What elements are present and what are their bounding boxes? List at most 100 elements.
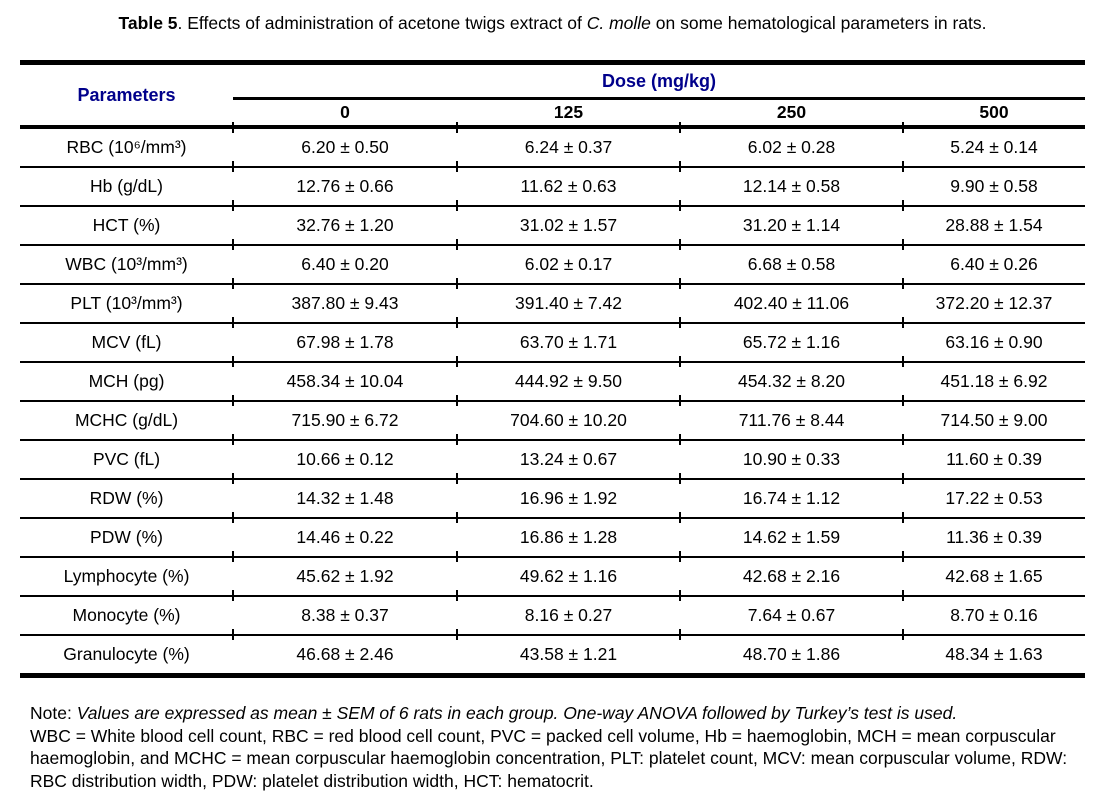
value-cell: 711.76 ± 8.44 [679, 394, 903, 441]
value-cell: 28.88 ± 1.54 [901, 199, 1086, 246]
value-cell: 48.70 ± 1.86 [679, 628, 903, 677]
value-cell: 67.98 ± 1.78 [232, 316, 457, 363]
dose-level-250: 250 [680, 98, 903, 129]
value-cell: 16.86 ± 1.28 [456, 511, 680, 558]
value-cell: 48.34 ± 1.63 [901, 628, 1086, 677]
value-cell: 9.90 ± 0.58 [901, 160, 1086, 207]
param-cell: HCT (%) [20, 206, 233, 246]
value-cell: 11.36 ± 0.39 [901, 511, 1086, 558]
table-row: RDW (%) 14.32 ± 1.48 16.96 ± 1.92 16.74 ± 1… [20, 472, 1086, 519]
value-cell: 49.62 ± 1.16 [456, 550, 680, 597]
param-cell: Monocyte (%) [20, 596, 233, 636]
value-cell: 6.40 ± 0.20 [232, 238, 457, 285]
param-cell: MCV (fL) [20, 323, 233, 363]
value-cell: 31.20 ± 1.14 [679, 199, 903, 246]
note-prefix: Note: [30, 703, 77, 723]
table-caption-tail: on some hematological parameters in rats… [650, 13, 987, 33]
table-caption: Table 5. Effects of administration of ac… [20, 13, 1085, 34]
value-cell: 42.68 ± 2.16 [679, 550, 903, 597]
table-row: PLT (10³/mm³) 387.80 ± 9.43 391.40 ± 7.42 4… [20, 277, 1086, 324]
value-cell: 402.40 ± 11.06 [679, 277, 903, 324]
value-cell: 12.14 ± 0.58 [679, 160, 903, 207]
table-row: PDW (%) 14.46 ± 0.22 16.86 ± 1.28 14.62 ± 1… [20, 511, 1086, 558]
note-abbreviations: WBC = White blood cell count, RBC = red … [30, 725, 1068, 791]
value-cell: 45.62 ± 1.92 [232, 550, 457, 597]
value-cell: 715.90 ± 6.72 [232, 394, 457, 441]
value-cell: 14.46 ± 0.22 [232, 511, 457, 558]
value-cell: 6.20 ± 0.50 [232, 120, 457, 168]
value-cell: 46.68 ± 2.46 [232, 628, 457, 677]
table-note: Note: Values are expressed as mean ± SEM… [30, 702, 1075, 792]
param-cell: Granulocyte (%) [20, 635, 233, 677]
value-cell: 451.18 ± 6.92 [901, 355, 1086, 402]
value-cell: 17.22 ± 0.53 [901, 472, 1086, 519]
table-row: MCH (pg) 458.34 ± 10.04 444.92 ± 9.50 454.3… [20, 355, 1086, 402]
value-cell: 16.74 ± 1.12 [679, 472, 903, 519]
value-cell: 391.40 ± 7.42 [456, 277, 680, 324]
value-cell: 16.96 ± 1.92 [456, 472, 680, 519]
value-cell: 6.24 ± 0.37 [456, 120, 680, 168]
value-cell: 6.02 ± 0.17 [456, 238, 680, 285]
table-row: MCHC (g/dL) 715.90 ± 6.72 704.60 ± 10.20 71… [20, 394, 1086, 441]
value-cell: 14.32 ± 1.48 [232, 472, 457, 519]
param-cell: PDW (%) [20, 518, 233, 558]
table-caption-text: . Effects of administration of acetone t… [177, 13, 587, 33]
value-cell: 8.16 ± 0.27 [456, 589, 680, 636]
table-row: PVC (fL) 10.66 ± 0.12 13.24 ± 0.67 10.90 ± … [20, 433, 1086, 480]
value-cell: 14.62 ± 1.59 [679, 511, 903, 558]
dose-level-row: 0 125 250 500 [20, 98, 1086, 129]
table-row: Lymphocyte (%) 45.62 ± 1.92 49.62 ± 1.16 42… [20, 550, 1086, 597]
value-cell: 63.70 ± 1.71 [456, 316, 680, 363]
value-cell: 11.62 ± 0.63 [456, 160, 680, 207]
table-header: Parameters Dose (mg/kg) 0 125 250 500 [20, 62, 1086, 129]
value-cell: 42.68 ± 1.65 [901, 550, 1086, 597]
value-cell: 454.32 ± 8.20 [679, 355, 903, 402]
param-cell: PLT (10³/mm³) [20, 284, 233, 324]
value-cell: 458.34 ± 10.04 [232, 355, 457, 402]
param-cell: MCHC (g/dL) [20, 401, 233, 441]
value-cell: 372.20 ± 12.37 [901, 277, 1086, 324]
value-cell: 32.76 ± 1.20 [232, 199, 457, 246]
value-cell: 714.50 ± 9.00 [901, 394, 1086, 441]
value-cell: 10.90 ± 0.33 [679, 433, 903, 480]
value-cell: 444.92 ± 9.50 [456, 355, 680, 402]
dose-level-500: 500 [903, 98, 1086, 129]
table-caption-label: Table 5 [118, 13, 178, 33]
value-cell: 8.38 ± 0.37 [232, 589, 457, 636]
table-row: Hb (g/dL) 12.76 ± 0.66 11.62 ± 0.63 12.14 ±… [20, 160, 1086, 207]
value-cell: 8.70 ± 0.16 [901, 589, 1086, 636]
dose-header: Dose (mg/kg) [233, 62, 1086, 100]
dose-level-125: 125 [457, 98, 680, 129]
value-cell: 704.60 ± 10.20 [456, 394, 680, 441]
dose-level-0: 0 [233, 98, 457, 129]
param-cell: MCH (pg) [20, 362, 233, 402]
table-caption-species: C. molle [586, 13, 651, 33]
value-cell: 6.68 ± 0.58 [679, 238, 903, 285]
value-cell: 10.66 ± 0.12 [232, 433, 457, 480]
table-row: Monocyte (%) 8.38 ± 0.37 8.16 ± 0.27 7.64 ±… [20, 589, 1086, 636]
hematology-table: Parameters Dose (mg/kg) 0 125 250 500 RBC (… [20, 60, 1086, 678]
parameters-header: Parameters [20, 62, 233, 129]
param-cell: Lymphocyte (%) [20, 557, 233, 597]
param-cell: RDW (%) [20, 479, 233, 519]
table-row: HCT (%) 32.76 ± 1.20 31.02 ± 1.57 31.20 ± 1… [20, 199, 1086, 246]
table-row: MCV (fL) 67.98 ± 1.78 63.70 ± 1.71 65.72 ± … [20, 316, 1086, 363]
table-row: RBC (10⁶/mm³) 6.20 ± 0.50 6.24 ± 0.37 6.02 … [20, 120, 1086, 168]
value-cell: 6.40 ± 0.26 [901, 238, 1086, 285]
value-cell: 7.64 ± 0.67 [679, 589, 903, 636]
value-cell: 63.16 ± 0.90 [901, 316, 1086, 363]
value-cell: 5.24 ± 0.14 [901, 120, 1086, 168]
note-statistics: Values are expressed as mean ± SEM of 6 … [76, 703, 958, 723]
param-cell: Hb (g/dL) [20, 167, 233, 207]
value-cell: 31.02 ± 1.57 [456, 199, 680, 246]
value-cell: 43.58 ± 1.21 [456, 628, 680, 677]
value-cell: 13.24 ± 0.67 [456, 433, 680, 480]
table-body: RBC (10⁶/mm³) 6.20 ± 0.50 6.24 ± 0.37 6.02 … [20, 120, 1086, 677]
table-row: Granulocyte (%) 46.68 ± 2.46 43.58 ± 1.21 4… [20, 628, 1086, 677]
table-row: WBC (10³/mm³) 6.40 ± 0.20 6.02 ± 0.17 6.68 … [20, 238, 1086, 285]
value-cell: 6.02 ± 0.28 [679, 120, 903, 168]
value-cell: 387.80 ± 9.43 [232, 277, 457, 324]
param-cell: RBC (10⁶/mm³) [20, 127, 233, 168]
header-row-top: Parameters Dose (mg/kg) [20, 62, 1086, 129]
